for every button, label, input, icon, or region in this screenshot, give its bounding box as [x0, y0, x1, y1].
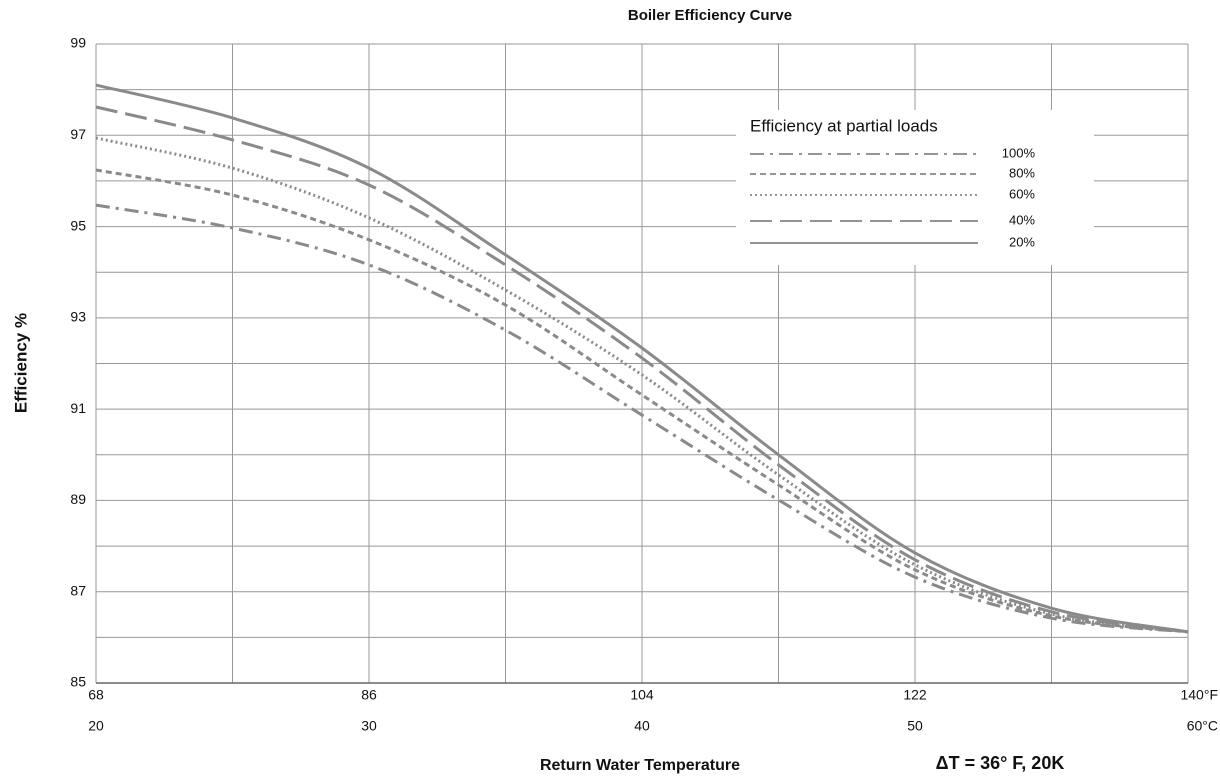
x-tick-label: 68 — [88, 687, 104, 703]
y-tick-label: 99 — [70, 35, 86, 51]
legend-title: Efficiency at partial loads — [750, 116, 938, 135]
x2-tick-label: 40 — [634, 718, 650, 734]
x2-tick-label: 30 — [361, 718, 377, 734]
legend-label: 40% — [1009, 212, 1035, 227]
x-tick-label: 104 — [630, 687, 654, 703]
series-line — [95, 168, 1189, 634]
chart-title: Boiler Efficiency Curve — [628, 7, 792, 24]
legend-label: 100% — [1002, 145, 1036, 160]
x-tick-label: 122 — [903, 687, 927, 703]
y-tick-label: 95 — [70, 217, 86, 233]
y-axis-label: Efficiency % — [11, 313, 30, 413]
y-tick-label: 87 — [70, 582, 86, 598]
legend-label: 80% — [1009, 165, 1035, 180]
y-tick-label: 97 — [70, 126, 86, 142]
series-line — [95, 203, 1189, 634]
annotation: ΔT = 36° F, 20K — [936, 753, 1065, 773]
series-line — [95, 136, 1189, 634]
x2-tick-label: 60°C — [1187, 718, 1218, 734]
x-axis-label: Return Water Temperature — [540, 757, 740, 774]
x2-tick-label: 50 — [907, 718, 923, 734]
legend: Efficiency at partial loads 100% 80% 60% 40%… — [736, 110, 1094, 265]
legend-label: 60% — [1009, 186, 1035, 201]
series-line — [95, 83, 1189, 634]
x-tick-label: 86 — [361, 687, 377, 703]
y-tick-label: 93 — [70, 309, 86, 325]
legend-box — [736, 110, 1094, 265]
x2-tick-label: 20 — [88, 718, 104, 734]
y-tick-label: 85 — [70, 674, 86, 690]
series-line — [95, 105, 1189, 634]
x-tick-label: 140°F — [1180, 687, 1218, 703]
y-tick-label: 91 — [70, 400, 86, 416]
y-tick-label: 89 — [70, 491, 86, 507]
legend-label: 20% — [1009, 234, 1035, 249]
